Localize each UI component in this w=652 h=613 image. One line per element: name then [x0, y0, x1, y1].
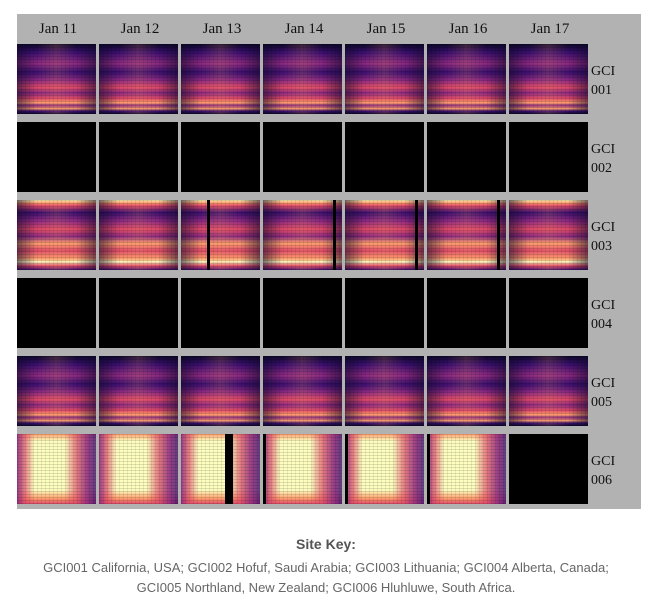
spectrogram-tile: [509, 356, 588, 426]
site-label-prefix: GCI: [591, 454, 616, 469]
day-label: Jan 13: [202, 21, 242, 37]
spectrogram-tile: [17, 278, 96, 348]
spectrogram-tile: [263, 356, 342, 426]
site-label-number: 002: [591, 161, 612, 176]
site-label-prefix: GCI: [591, 142, 616, 157]
site-key: Site Key: GCI001 California, USA; GCI002…: [0, 536, 652, 598]
spectrogram-tile: [99, 200, 178, 270]
spectrogram-tile: [263, 122, 342, 192]
spectrogram-grid: Jan 11 Jan 12 Jan 13 Jan 14 Jan 15 Jan 16 Jan …: [17, 14, 641, 509]
spectrogram-tile: [345, 122, 424, 192]
spectrogram-tile: [509, 122, 588, 192]
site-label: GCI 004: [589, 296, 643, 334]
spectrogram-tile: [509, 434, 588, 504]
data-gap-bar: [415, 200, 418, 270]
data-gap-bar: [263, 434, 266, 504]
spectrogram-tile: [427, 356, 506, 426]
site-label: GCI 006: [589, 452, 643, 490]
spectrogram-tile: [181, 200, 260, 270]
data-gap-bar: [427, 434, 430, 504]
site-key-title: Site Key:: [296, 536, 356, 552]
spectrogram-tile: [345, 44, 424, 114]
spectrogram-tile: [181, 44, 260, 114]
spectrogram-tile: [181, 278, 260, 348]
spectrogram-tile: [17, 356, 96, 426]
day-label: Jan 16: [448, 21, 488, 37]
spectrogram-tile: [181, 434, 260, 504]
spectrogram-tile: [345, 434, 424, 504]
spectrogram-tile: [427, 44, 506, 114]
day-label: Jan 15: [366, 21, 406, 37]
site-label-prefix: GCI: [591, 220, 616, 235]
site-key-line-2: GCI005 Northland, New Zealand; GCI006 Hl…: [136, 580, 516, 595]
spectrogram-tile: [263, 44, 342, 114]
spectrogram-tile: [17, 434, 96, 504]
data-gap-bar: [225, 434, 233, 504]
spectrogram-tile: [345, 278, 424, 348]
spectrogram-tile: [99, 278, 178, 348]
site-label-number: 003: [591, 239, 612, 254]
spectrogram-tile: [99, 434, 178, 504]
spectrogram-tile: [345, 200, 424, 270]
site-label-number: 004: [591, 317, 612, 332]
spectrogram-tile: [181, 122, 260, 192]
spectrogram-tile: [427, 122, 506, 192]
spectrogram-tile: [99, 122, 178, 192]
site-label-prefix: GCI: [591, 64, 616, 79]
spectrogram-tile: [345, 356, 424, 426]
day-label: Jan 11: [38, 21, 78, 37]
spectrogram-tile: [427, 200, 506, 270]
data-gap-bar: [333, 200, 336, 270]
spectrogram-tile: [181, 356, 260, 426]
site-label-prefix: GCI: [591, 376, 616, 391]
site-label-prefix: GCI: [591, 298, 616, 313]
site-label: GCI 003: [589, 218, 643, 256]
spectrogram-tile: [17, 122, 96, 192]
spectrogram-tile: [509, 44, 588, 114]
spectrogram-tile: [509, 278, 588, 348]
spectrogram-tile: [263, 278, 342, 348]
site-label-number: 005: [591, 395, 612, 410]
spectrogram-tile: [99, 356, 178, 426]
site-label-number: 001: [591, 83, 612, 98]
spectrogram-tile: [263, 200, 342, 270]
site-key-line-1: GCI001 California, USA; GCI002 Hofuf, Sa…: [43, 560, 609, 575]
site-label: GCI 005: [589, 374, 643, 412]
spectrogram-tile: [17, 44, 96, 114]
site-label-number: 006: [591, 473, 612, 488]
spectrogram-tile: [17, 200, 96, 270]
data-gap-bar: [207, 200, 210, 270]
day-label: Jan 12: [120, 21, 160, 37]
data-gap-bar: [345, 434, 348, 504]
day-label: Jan 14: [284, 21, 324, 37]
spectrogram-tile: [99, 44, 178, 114]
data-gap-bar: [497, 200, 500, 270]
day-label: Jan 17: [530, 21, 570, 37]
spectrogram-tile: [509, 200, 588, 270]
spectrogram-tile: [263, 434, 342, 504]
site-label: GCI 001: [589, 62, 643, 100]
spectrogram-tile: [427, 434, 506, 504]
site-label: GCI 002: [589, 140, 643, 178]
spectrogram-tile: [427, 278, 506, 348]
